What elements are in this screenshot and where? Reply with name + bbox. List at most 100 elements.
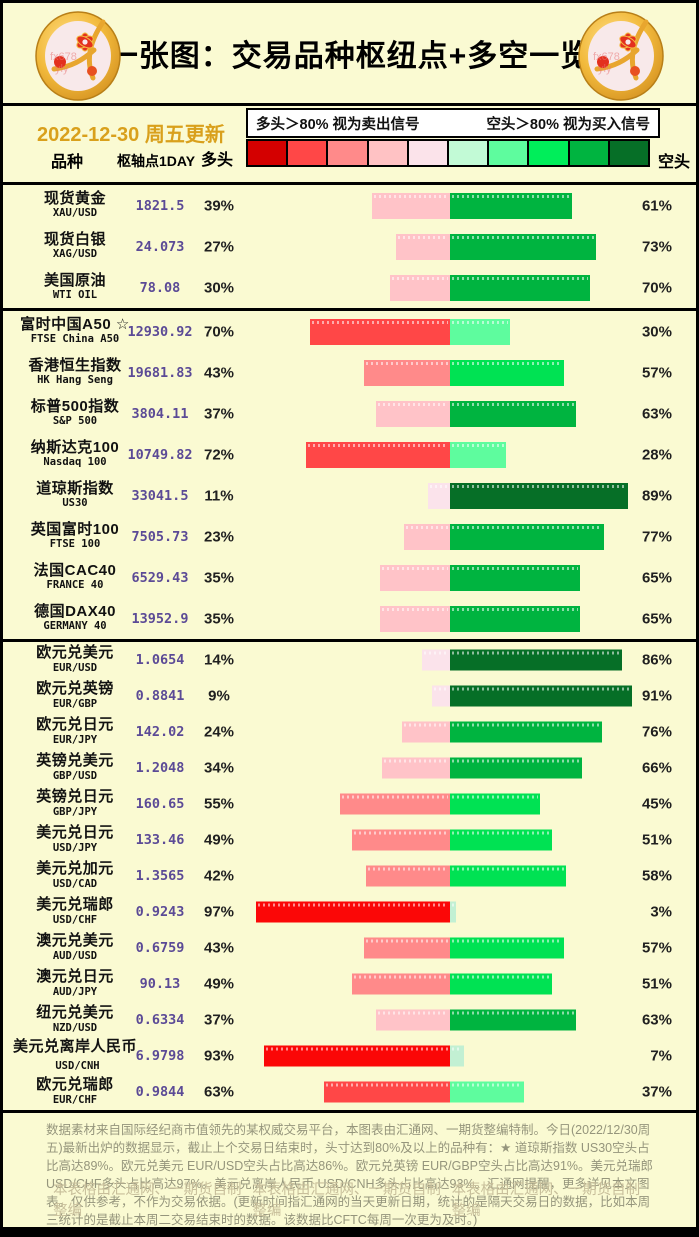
- pivot-value: 1.0654: [135, 652, 185, 668]
- table-row: 英镑兑美元 GBP/USD 1.2048 34% 66%: [3, 750, 696, 786]
- short-percent: 66%: [641, 759, 672, 777]
- table-row: 现货白银 XAG/USD 24.073 27% 73%: [3, 226, 696, 267]
- table-row: 美元兑加元 USD/CAD 1.3565 42% 58%: [3, 858, 696, 894]
- long-bar: [376, 1009, 450, 1031]
- instrument-name: 美国原油 WTI OIL: [7, 271, 143, 303]
- instrument-name-en: FTSE 100: [49, 538, 101, 551]
- bottom-border-bar: [3, 1227, 696, 1234]
- pivot-value: 160.65: [135, 796, 185, 812]
- long-bar: [306, 441, 450, 468]
- instrument-name: 澳元兑日元 AUD/JPY: [7, 968, 143, 999]
- long-bar: [404, 523, 450, 550]
- instrument-name-en: XAU/USD: [52, 207, 98, 220]
- long-bar: [372, 192, 450, 219]
- table-row: 欧元兑瑞郎 EUR/CHF 0.9844 63% 37%: [3, 1074, 696, 1110]
- pivot-value: 0.9844: [135, 1084, 185, 1100]
- short-bar: [450, 605, 580, 632]
- scale-swatch: [607, 139, 651, 167]
- short-bar: [450, 721, 602, 743]
- color-scale: [246, 139, 651, 167]
- footer: 数据素材来自国际经纪商市值领先的某权威交易平台，本图表由汇通网、一期货整编特制。…: [3, 1110, 696, 1234]
- instrument-group: 现货黄金 XAU/USD 1821.5 39% 61% 现货白银 XAG/USD…: [3, 185, 696, 308]
- short-percent: 45%: [641, 795, 672, 813]
- scale-swatch: [366, 139, 409, 167]
- instrument-name-en: AUD/JPY: [52, 986, 98, 999]
- long-percent: 70%: [203, 323, 235, 340]
- instrument-name-cn: 现货黄金: [43, 189, 106, 207]
- column-header-pivot: 枢轴点1DAY: [117, 153, 196, 169]
- instrument-name: 德国DAX40 GERMANY 40: [7, 602, 143, 634]
- pivot-value: 90.13: [139, 976, 181, 992]
- instrument-name: 英国富时100 FTSE 100: [7, 520, 143, 552]
- instrument-name-cn: 德国DAX40: [34, 602, 116, 620]
- instrument-name-en: FRANCE 40: [46, 579, 104, 592]
- instrument-name-en: NZD/USD: [52, 1022, 98, 1035]
- short-bar: [450, 192, 572, 219]
- short-bar: [450, 793, 540, 815]
- svg-text:yly: yly: [55, 63, 69, 75]
- instrument-name-cn: 美国原油: [43, 271, 106, 289]
- instrument-name: 纽元兑美元 NZD/USD: [7, 1004, 143, 1035]
- table-row: 美元兑瑞郎 USD/CHF 0.9243 97% 3%: [3, 894, 696, 930]
- svg-text:fx678: fx678: [593, 51, 620, 63]
- long-bar: [382, 757, 450, 779]
- instrument-name: 英镑兑美元 GBP/USD: [7, 752, 143, 783]
- column-header-long: 多头: [201, 152, 234, 169]
- instrument-name-en: HK Hang Seng: [37, 374, 113, 387]
- instrument-name: 标普500指数 S&P 500: [7, 398, 143, 429]
- instrument-name-en: EUR/USD: [52, 662, 98, 675]
- svg-text:fx678: fx678: [50, 51, 77, 63]
- instrument-name-en: GBP/USD: [52, 770, 98, 783]
- long-percent: 49%: [203, 975, 235, 993]
- long-percent: 37%: [203, 405, 235, 422]
- instrument-name: 美元兑加元 USD/CAD: [7, 860, 143, 891]
- instrument-name-cn: 欧元兑美元: [36, 644, 114, 662]
- instrument-name: 英镑兑日元 GBP/JPY: [7, 788, 143, 819]
- instrument-name-en: S&P 500: [52, 415, 98, 428]
- table-row: 富时中国A50 ☆ FTSE China A50 12930.92 70% 30…: [3, 311, 696, 352]
- short-percent: 37%: [641, 1083, 672, 1101]
- long-percent: 39%: [203, 197, 235, 214]
- short-bar: [450, 649, 622, 671]
- long-percent: 30%: [203, 279, 235, 296]
- pivot-value: 6.9798: [135, 1048, 185, 1064]
- pivot-value: 33041.5: [131, 487, 189, 504]
- long-bar: [376, 400, 450, 427]
- short-percent: 65%: [641, 610, 672, 627]
- instrument-name-en: EUR/JPY: [52, 734, 98, 747]
- instrument-name-cn: 富时中国A50 ☆: [20, 315, 130, 333]
- pivot-value: 0.8841: [135, 688, 185, 704]
- short-bar: [450, 937, 564, 959]
- scale-swatch: [286, 139, 329, 167]
- long-bar: [264, 1045, 450, 1067]
- instrument-name: 欧元兑美元 EUR/USD: [7, 644, 143, 675]
- long-bar: [428, 482, 450, 509]
- scale-swatch: [447, 139, 490, 167]
- short-bar: [450, 359, 564, 386]
- instrument-name-cn: 英国富时100: [30, 520, 120, 538]
- pivot-value: 0.9243: [135, 904, 185, 920]
- short-bar: [450, 482, 628, 509]
- short-percent: 70%: [641, 279, 672, 296]
- instrument-name: 美元兑日元 USD/JPY: [7, 824, 143, 855]
- update-date: 2022-12-30 周五更新: [37, 124, 225, 146]
- table-row: 澳元兑美元 AUD/USD 0.6759 43% 57%: [3, 930, 696, 966]
- short-percent: 57%: [641, 364, 672, 381]
- pivot-value: 13952.9: [131, 610, 189, 627]
- instrument-name-cn: 欧元兑瑞郎: [36, 1076, 114, 1094]
- short-percent: 73%: [641, 238, 672, 255]
- table-row: 英镑兑日元 GBP/JPY 160.65 55% 45%: [3, 786, 696, 822]
- short-percent: 58%: [641, 867, 672, 885]
- long-percent: 35%: [203, 610, 235, 627]
- instrument-name-cn: 美元兑日元: [36, 824, 114, 842]
- page-title: 一张图：交易品种枢纽点+多空一览: [107, 40, 592, 73]
- instrument-name-en: EUR/GBP: [52, 698, 98, 711]
- instrument-name: 欧元兑日元 EUR/JPY: [7, 716, 143, 747]
- short-percent: 91%: [641, 687, 672, 705]
- table-header: 2022-12-30 周五更新 多头＞80% 视为卖出信号 空头＞80% 视为买…: [3, 106, 696, 185]
- long-percent: 14%: [203, 651, 235, 669]
- pivot-value: 24.073: [135, 238, 185, 255]
- long-bar: [364, 359, 450, 386]
- watermark-row: 本表格由汇通网、一期货自制整编 本表格由汇通网、一期货自制整编 本表格由汇通网、…: [3, 1178, 696, 1220]
- short-bar: [450, 757, 582, 779]
